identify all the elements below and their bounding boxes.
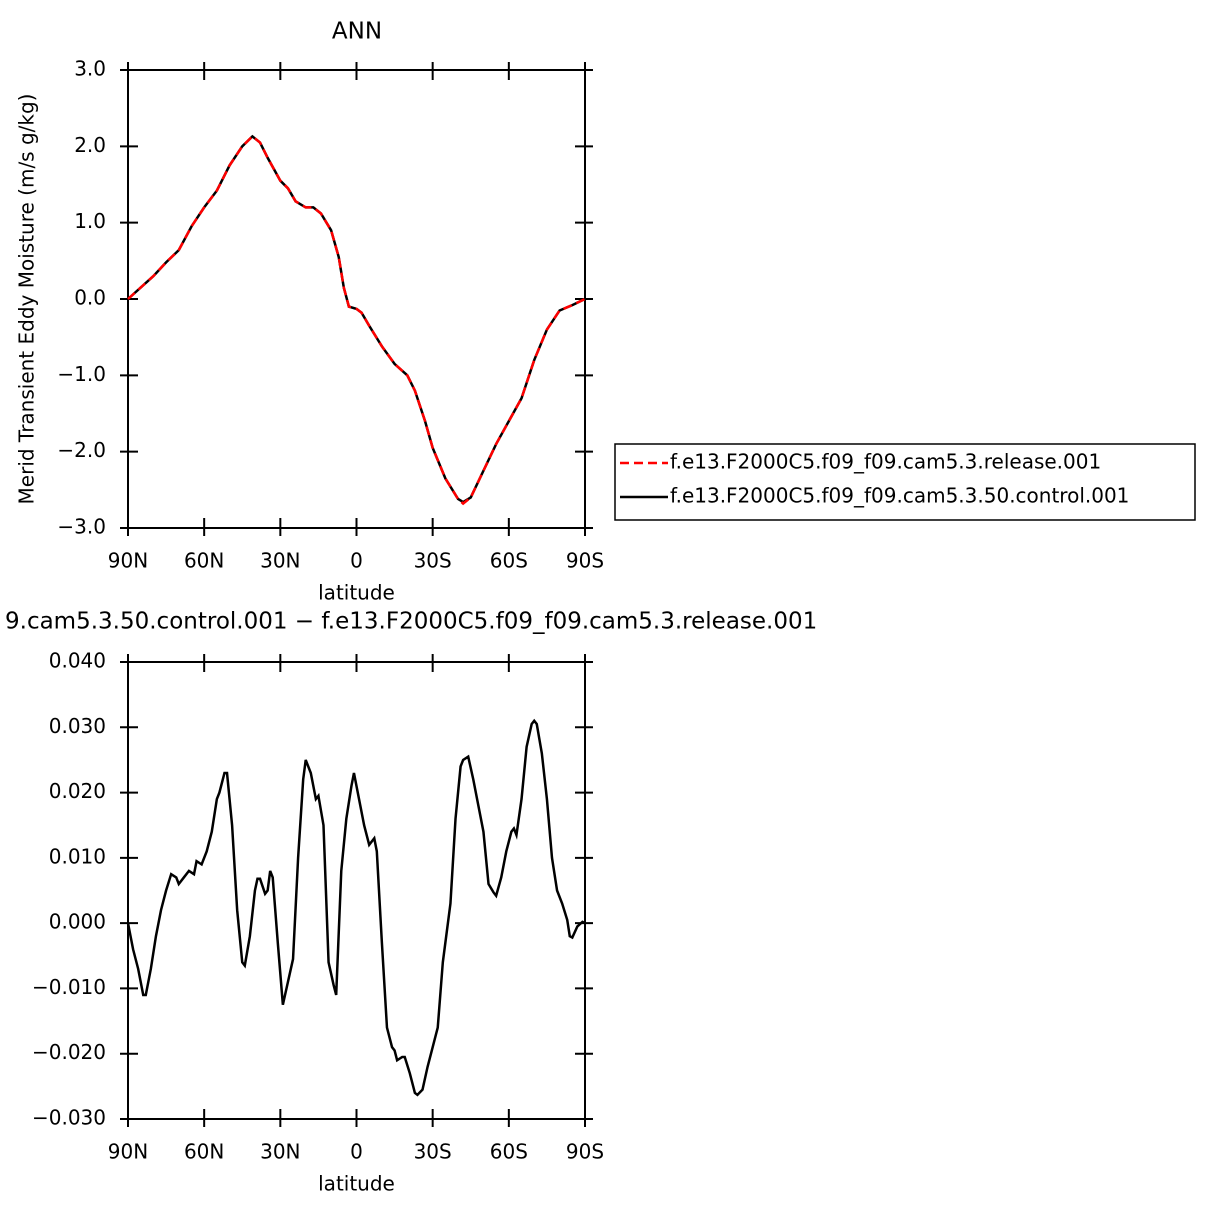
- y-tick-label: 3.0: [74, 57, 106, 81]
- plot-frame: [127, 661, 586, 1120]
- data-line: [126, 718, 586, 1097]
- y-tick-label: 0.030: [49, 714, 106, 738]
- x-axis-label: latitude: [318, 581, 395, 605]
- legend-box: [614, 443, 1196, 521]
- x-tick-label: 90N: [108, 549, 148, 573]
- x-tick-label: 0: [350, 1140, 363, 1164]
- x-tick-label: 0: [350, 549, 363, 573]
- data-line: [127, 134, 586, 504]
- x-axis-label: latitude: [318, 1172, 395, 1196]
- x-tick-label: 60N: [184, 1140, 224, 1164]
- y-tick-label: −2.0: [57, 438, 106, 462]
- x-tick-label: 60S: [490, 1140, 528, 1164]
- y-tick-label: −0.010: [32, 975, 106, 999]
- x-tick-label: 30S: [414, 549, 452, 573]
- legend-label: f.e13.F2000C5.f09_f09.cam5.3.50.control.…: [670, 484, 1129, 508]
- chart-title: 9.cam5.3.50.control.001 − f.e13.F2000C5.…: [5, 609, 817, 635]
- y-tick-label: 1.0: [74, 209, 106, 233]
- legend-label: f.e13.F2000C5.f09_f09.cam5.3.release.001: [670, 450, 1101, 474]
- chart-title: ANN: [332, 19, 382, 45]
- y-tick-label: 0.010: [49, 844, 106, 868]
- y-tick-label: −3.0: [57, 515, 106, 539]
- x-tick-label: 60S: [490, 549, 528, 573]
- y-tick-label: −1.0: [57, 362, 106, 386]
- x-tick-label: 60N: [184, 549, 224, 573]
- plot-frame: [127, 69, 586, 529]
- y-tick-label: 0.0: [74, 286, 106, 310]
- x-tick-label: 30S: [414, 1140, 452, 1164]
- y-tick-label: 2.0: [74, 133, 106, 157]
- y-tick-label: 0.020: [49, 779, 106, 803]
- x-tick-label: 90S: [566, 1140, 604, 1164]
- y-tick-label: 0.000: [49, 910, 106, 934]
- x-tick-label: 30N: [260, 1140, 300, 1164]
- x-tick-label: 30N: [260, 549, 300, 573]
- x-tick-label: 90S: [566, 549, 604, 573]
- y-axis-label: Merid Transient Eddy Moisture (m/s g/kg): [15, 94, 39, 505]
- y-tick-label: −0.030: [32, 1106, 106, 1130]
- x-tick-label: 90N: [108, 1140, 148, 1164]
- y-tick-label: 0.040: [49, 649, 106, 673]
- y-tick-label: −0.020: [32, 1040, 106, 1064]
- data-line: [127, 134, 586, 506]
